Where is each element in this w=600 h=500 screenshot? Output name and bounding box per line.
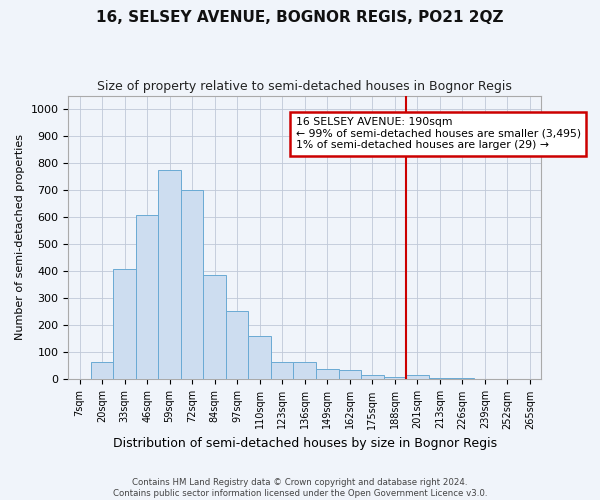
Bar [113,268,136,380]
Bar [181,190,203,380]
Text: 16, SELSEY AVENUE, BOGNOR REGIS, PO21 2QZ: 16, SELSEY AVENUE, BOGNOR REGIS, PO21 2Q… [96,10,504,25]
Bar [428,378,451,380]
Y-axis label: Number of semi-detached properties: Number of semi-detached properties [15,134,25,340]
Text: Contains HM Land Registry data © Crown copyright and database right 2024.
Contai: Contains HM Land Registry data © Crown c… [113,478,487,498]
Bar [91,362,113,380]
Bar [271,362,293,380]
Bar [226,310,248,380]
Bar [451,378,473,380]
Bar [203,276,226,380]
Bar [158,170,181,380]
Text: 16 SELSEY AVENUE: 190sqm
← 99% of semi-detached houses are smaller (3,495)
1% of: 16 SELSEY AVENUE: 190sqm ← 99% of semi-d… [296,117,581,150]
Bar [406,374,428,380]
Bar [248,336,271,380]
X-axis label: Distribution of semi-detached houses by size in Bognor Regis: Distribution of semi-detached houses by … [113,437,497,450]
Bar [316,368,338,380]
Bar [293,362,316,380]
Bar [519,378,541,380]
Bar [68,378,91,380]
Bar [383,376,406,380]
Bar [136,214,158,380]
Bar [473,378,496,380]
Title: Size of property relative to semi-detached houses in Bognor Regis: Size of property relative to semi-detach… [97,80,512,93]
Bar [338,370,361,380]
Bar [361,374,383,380]
